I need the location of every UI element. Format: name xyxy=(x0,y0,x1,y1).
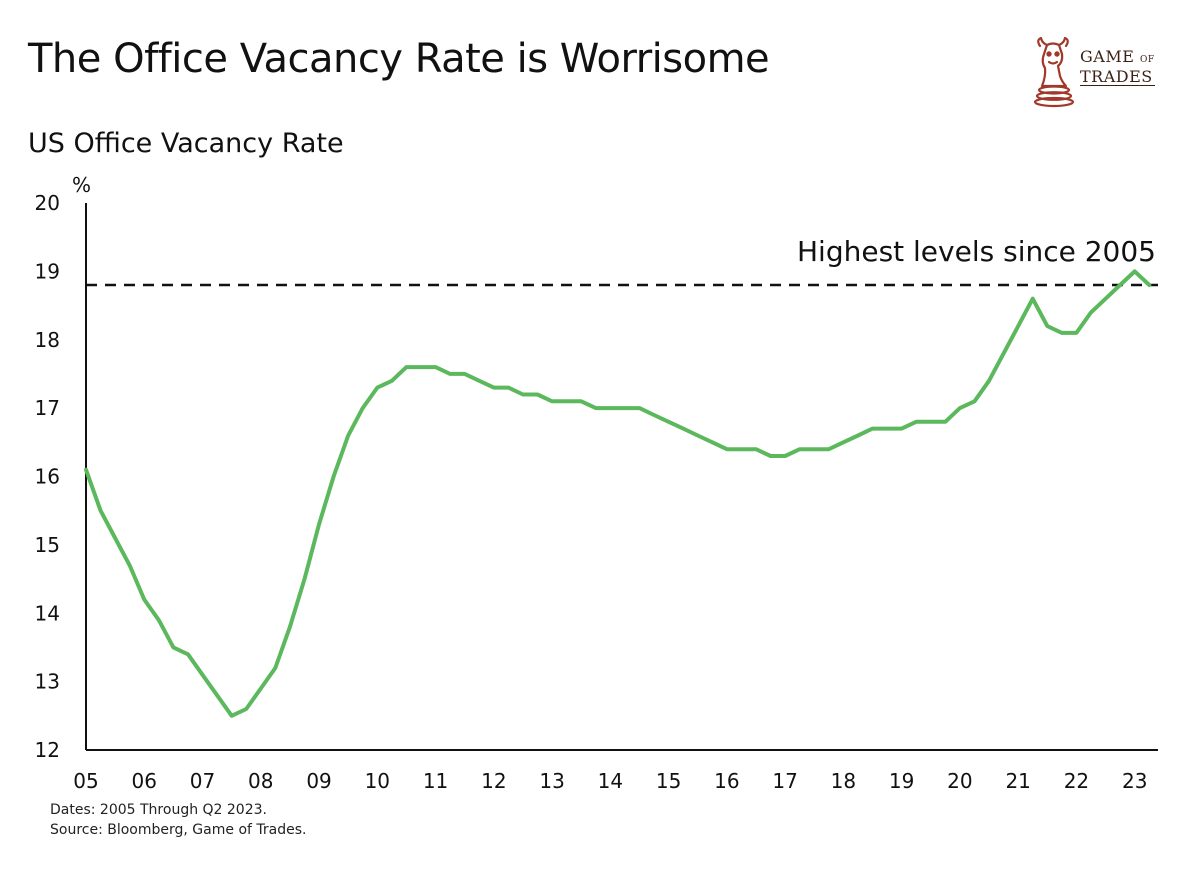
x-axis-ticks: 05 06 07 08 09 10 11 12 13 14 15 16 17 18 19 20 21 22 23 xyxy=(73,769,1147,793)
y-tick-label: 18 xyxy=(35,328,60,352)
y-tick-label: 17 xyxy=(35,396,60,420)
x-tick-label: 18 xyxy=(831,769,856,793)
y-axis-unit: % xyxy=(72,173,91,197)
bull-knight-icon xyxy=(1033,36,1075,108)
x-tick-label: 12 xyxy=(481,769,506,793)
logo-line1-small: of xyxy=(1140,55,1155,65)
logo-wordmark: Game of Trades xyxy=(1080,49,1155,86)
x-tick-label: 07 xyxy=(190,769,215,793)
reference-line-label: Highest levels since 2005 xyxy=(797,235,1156,268)
x-tick-label: 09 xyxy=(306,769,331,793)
x-tick-label: 10 xyxy=(365,769,390,793)
y-tick-label: 15 xyxy=(35,533,60,557)
x-tick-label: 15 xyxy=(656,769,681,793)
x-tick-label: 13 xyxy=(539,769,564,793)
game-of-trades-logo: Game of Trades xyxy=(1032,36,1167,108)
footnote-dates: Dates: 2005 Through Q2 2023. xyxy=(50,802,267,818)
x-tick-label: 06 xyxy=(132,769,157,793)
x-tick-label: 14 xyxy=(598,769,623,793)
x-tick-label: 20 xyxy=(947,769,972,793)
y-tick-label: 16 xyxy=(35,465,60,489)
chart-title: US Office Vacancy Rate xyxy=(28,128,344,159)
footnote: Dates: 2005 Through Q2 2023. Source: Blo… xyxy=(50,800,306,840)
y-tick-label: 19 xyxy=(35,259,60,283)
x-tick-label: 05 xyxy=(73,769,98,793)
y-tick-label: 12 xyxy=(35,738,60,762)
series-line-us-office-vacancy-rate xyxy=(84,269,1152,718)
footnote-source: Source: Bloomberg, Game of Trades. xyxy=(50,822,307,838)
y-axis-ticks: 12 13 14 15 16 17 18 19 20 xyxy=(35,191,60,762)
x-tick-label: 17 xyxy=(772,769,797,793)
page-title: The Office Vacancy Rate is Worrisome xyxy=(28,36,770,82)
logo-line2: Trades xyxy=(1080,67,1155,86)
x-tick-label: 23 xyxy=(1122,769,1147,793)
x-tick-label: 16 xyxy=(714,769,739,793)
x-tick-label: 21 xyxy=(1005,769,1030,793)
y-tick-label: 20 xyxy=(35,191,60,215)
x-tick-label: 08 xyxy=(248,769,273,793)
x-tick-label: 11 xyxy=(423,769,448,793)
y-tick-label: 13 xyxy=(35,670,60,694)
y-tick-label: 14 xyxy=(35,601,60,625)
x-tick-label: 22 xyxy=(1064,769,1089,793)
logo-line1: Game xyxy=(1080,47,1135,66)
x-tick-label: 19 xyxy=(889,769,914,793)
